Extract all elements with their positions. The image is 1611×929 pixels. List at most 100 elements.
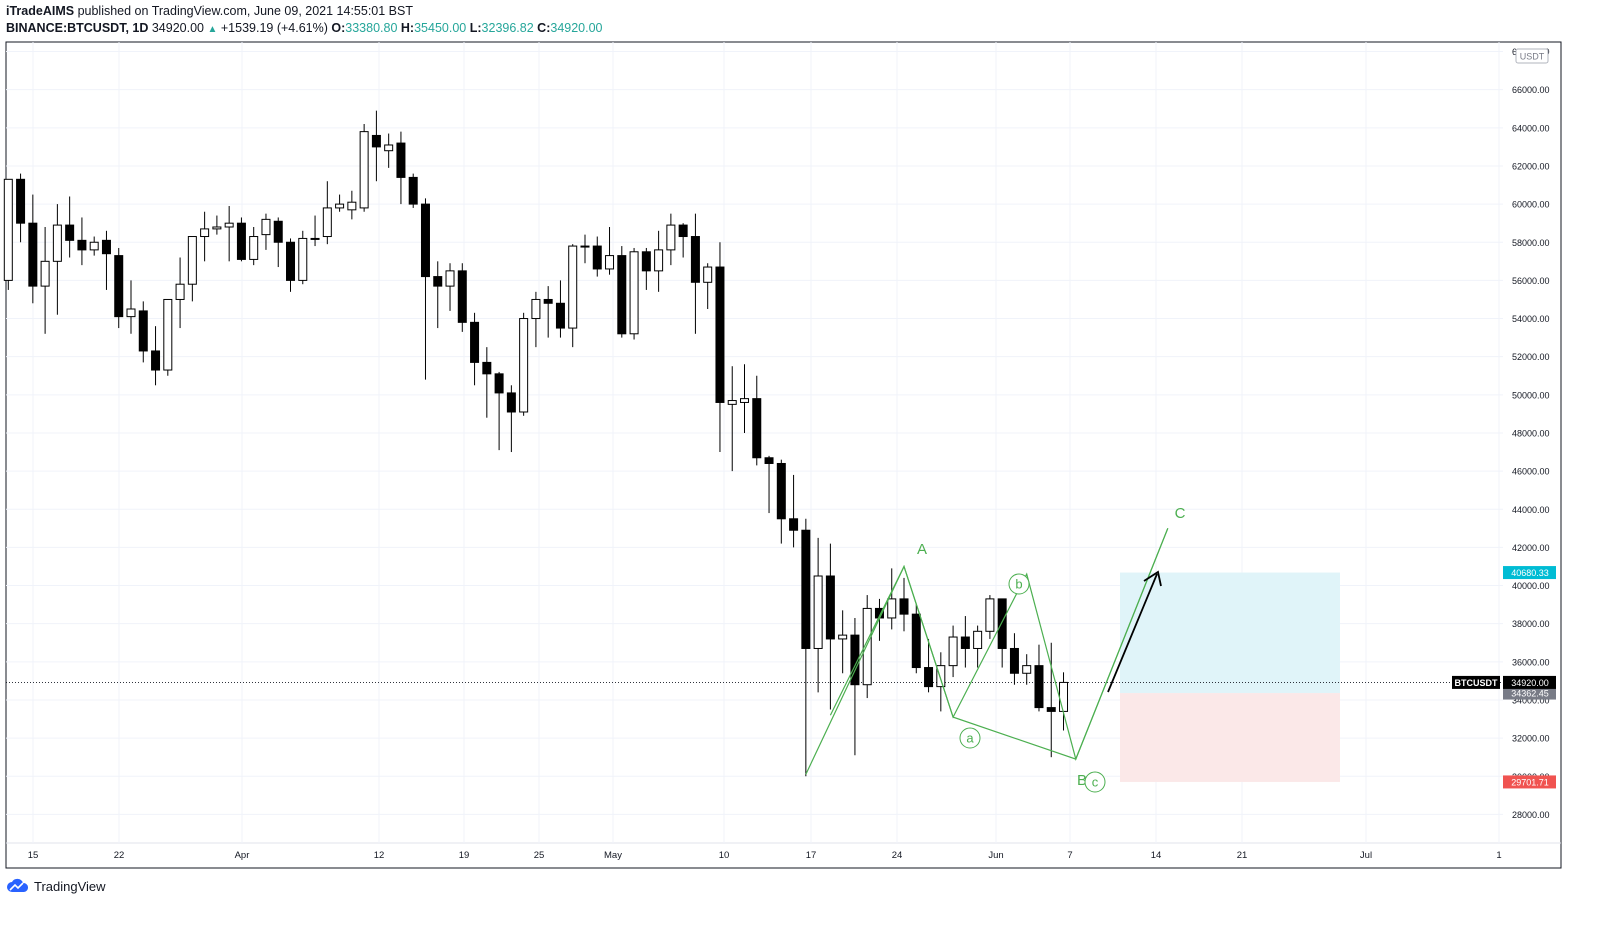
candle [236, 217, 246, 262]
candle [592, 236, 602, 277]
candle [347, 190, 357, 220]
candle [28, 194, 38, 304]
wave-label-c-circle [1084, 771, 1106, 793]
candle [862, 595, 872, 699]
up-triangle-icon: ▲ [207, 24, 218, 35]
wave-label-A: A [917, 541, 927, 558]
candle-body-down [776, 462, 786, 520]
candle-body-up [310, 237, 320, 240]
candle [887, 568, 897, 630]
candle-body-up [838, 634, 848, 640]
candle [911, 604, 921, 674]
candle-body-up [175, 283, 185, 300]
candle-body-down [371, 134, 381, 148]
candle-body-down [28, 222, 38, 287]
candle [384, 133, 394, 168]
candle [224, 206, 234, 262]
candle [948, 625, 958, 678]
candle-body-down [641, 251, 651, 272]
y-axis: 68000.0066000.0064000.0062000.0060000.00… [1512, 47, 1550, 820]
candle-body-up [187, 236, 197, 285]
x-tick-label: 24 [892, 850, 903, 861]
y-tick-label: 42000.00 [1512, 543, 1550, 553]
candle-body-down [690, 236, 700, 283]
candle-body-down [764, 457, 774, 464]
wave-label-b: b [1015, 577, 1022, 592]
candle-body-up [1022, 665, 1032, 674]
y-tick-label: 34000.00 [1512, 695, 1550, 705]
candle [3, 178, 13, 290]
candle-body-up [384, 144, 394, 152]
y-tick-label: 50000.00 [1512, 390, 1550, 400]
x-tick-label: 15 [28, 850, 39, 861]
candle-body-down [678, 224, 688, 238]
author-name[interactable]: iTradeAIMS [6, 4, 75, 18]
candle [838, 610, 848, 674]
close-label: C: [537, 21, 551, 35]
candle-body-up [89, 241, 99, 251]
candle [40, 226, 50, 334]
candle [690, 213, 700, 334]
candle [519, 312, 529, 416]
candle-body-down [457, 270, 467, 323]
candle-body-down [114, 255, 124, 318]
candle [641, 247, 651, 290]
candle [298, 230, 308, 285]
candle [715, 242, 725, 453]
candle [752, 375, 762, 466]
candle-body-up [605, 255, 615, 270]
candle-body-up [163, 298, 173, 371]
avg-price-tag [1503, 686, 1556, 700]
y-tick-label: 38000.00 [1512, 619, 1550, 629]
candle [187, 236, 197, 302]
candle [77, 217, 87, 266]
wave-label-C: C [1175, 505, 1186, 522]
candle [555, 280, 565, 338]
candle-body-down [960, 636, 970, 649]
stop-price-tag [1503, 775, 1556, 789]
candle [151, 326, 161, 386]
wave-label-a: a [966, 731, 974, 746]
candle [445, 263, 455, 311]
candle [175, 257, 185, 329]
candle-body-down [850, 634, 860, 686]
stop-price-label: 29701.71 [1511, 777, 1549, 787]
y-tick-label: 36000.00 [1512, 657, 1550, 667]
candle [494, 371, 504, 451]
candle [936, 652, 946, 712]
candle-body-up [580, 245, 590, 248]
candle-body-down [801, 529, 811, 649]
candle [764, 455, 774, 514]
currency-label: USDT [1520, 52, 1545, 62]
candle [899, 577, 909, 632]
candle-body-down [1046, 707, 1056, 712]
candle-body-down [752, 398, 762, 459]
candle [470, 312, 480, 386]
candle-body-up [727, 400, 737, 405]
candle [825, 543, 835, 710]
candle [666, 213, 676, 266]
candle [789, 474, 799, 548]
candle [420, 198, 430, 380]
tradingview-footer[interactable]: TradingView [6, 876, 106, 896]
candle [924, 638, 934, 693]
candle-body-down [470, 321, 480, 363]
candle-body-up [948, 636, 958, 667]
x-tick-label: 17 [806, 850, 817, 861]
candle-body-down [1009, 647, 1019, 674]
candle [359, 124, 369, 212]
symbol-tag [1452, 675, 1500, 689]
y-tick-label: 52000.00 [1512, 352, 1550, 362]
wave-line-lower [829, 528, 1169, 760]
y-tick-label: 66000.00 [1512, 85, 1550, 95]
y-tick-label: 48000.00 [1512, 428, 1550, 438]
candle-body-up [654, 249, 664, 272]
candle-body-up [985, 598, 995, 632]
candle-body-down [543, 298, 553, 304]
x-tick-label: May [604, 850, 622, 861]
y-tick-label: 28000.00 [1512, 810, 1550, 820]
candle [654, 230, 664, 292]
candle-body-up [261, 218, 271, 236]
candle-body-up [703, 266, 713, 283]
